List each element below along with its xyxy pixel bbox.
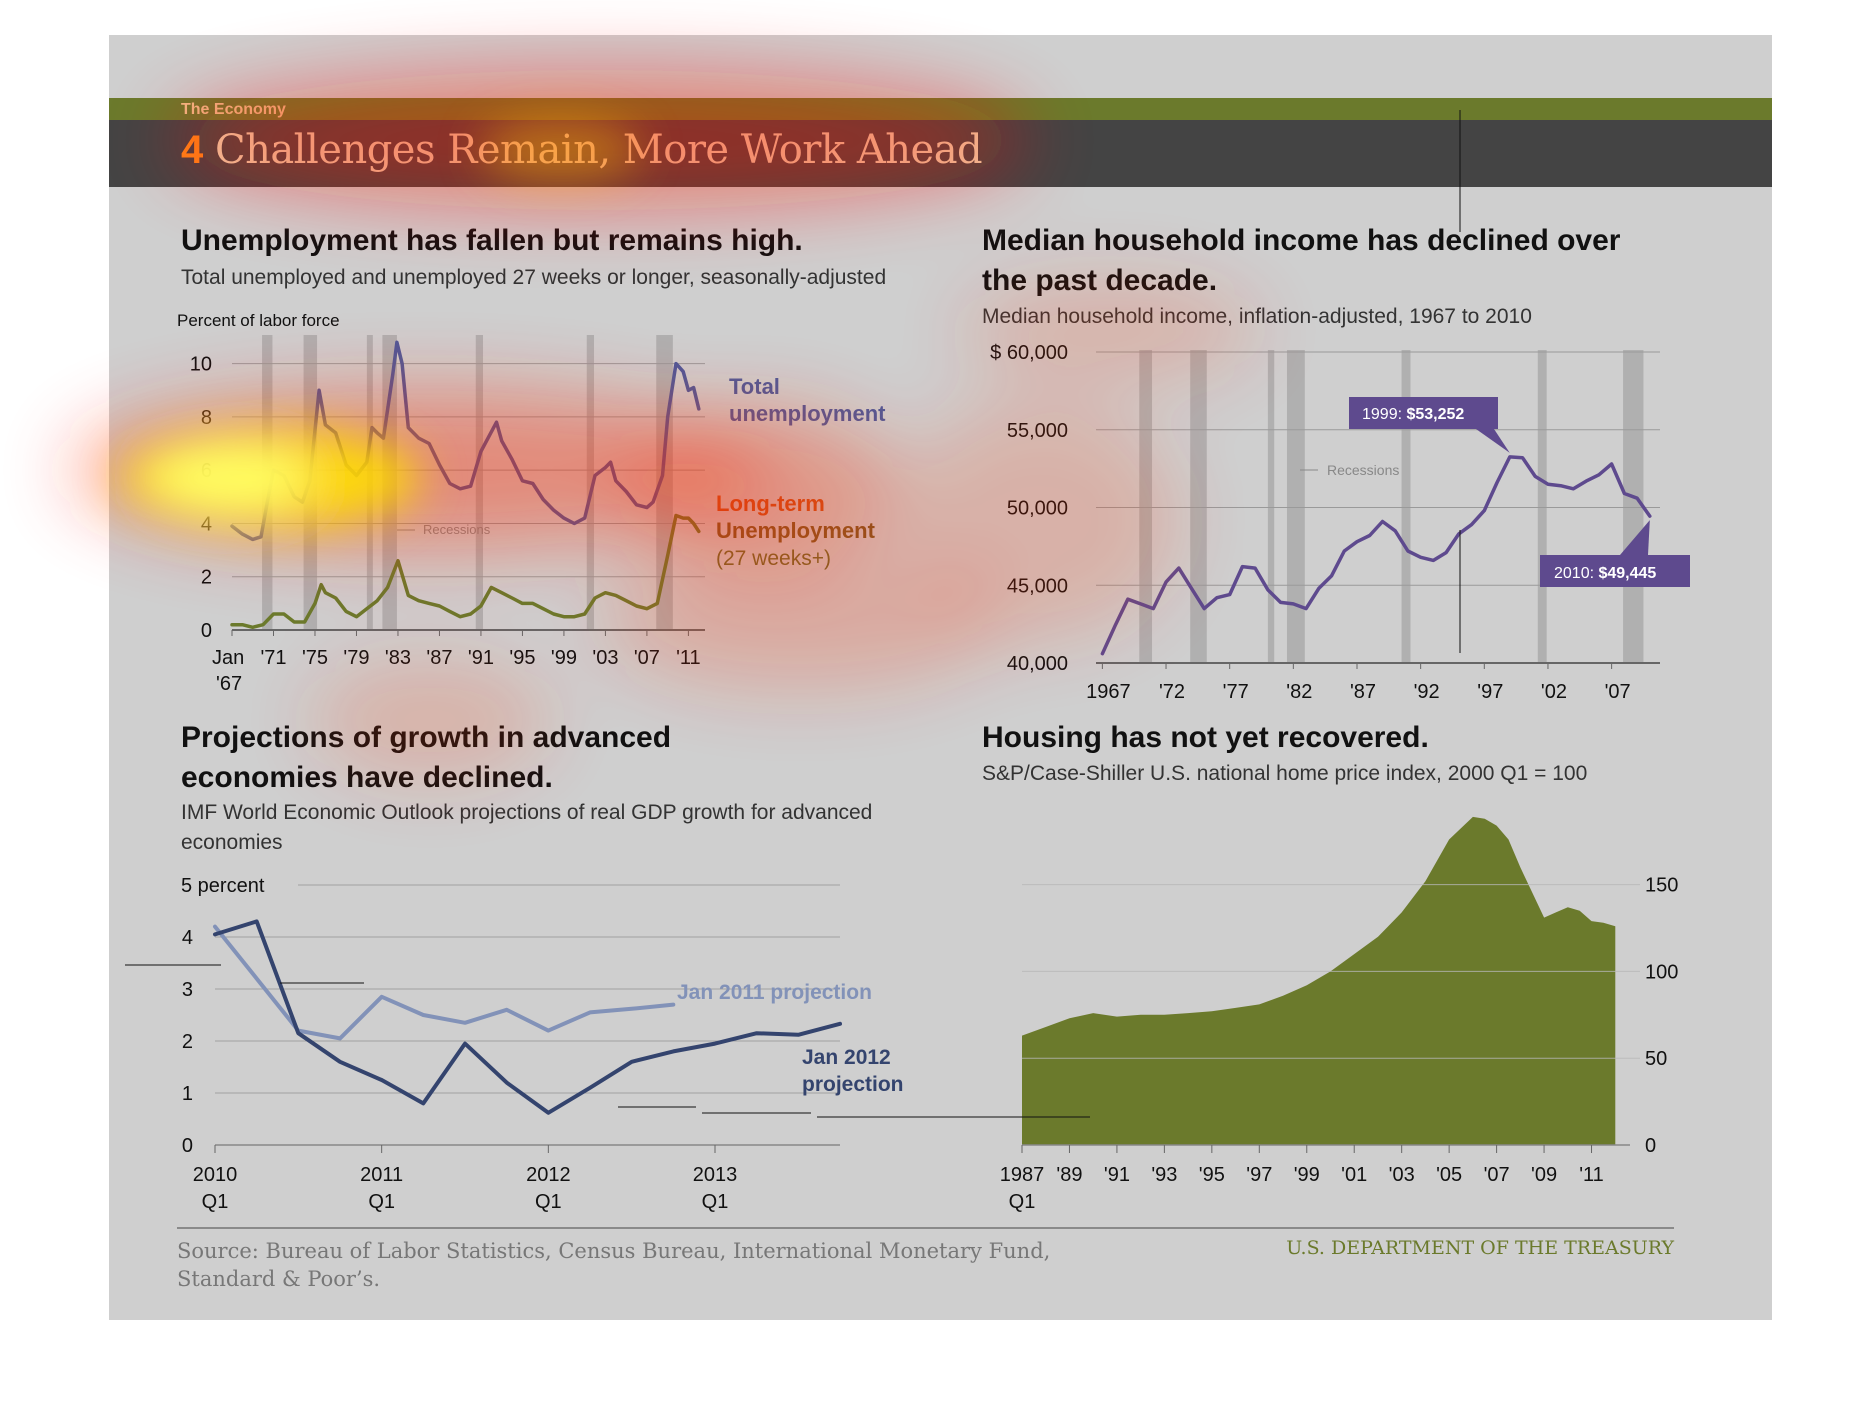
jan-2011-projection-label: Jan 2011 projection [677, 981, 872, 1004]
housing-y-tick-label: 50 [1645, 1048, 1667, 1070]
growth-y-tick-label: 0 [182, 1135, 193, 1157]
growth-x-tick-label: 2011 [360, 1164, 403, 1186]
income-x-tick-label: '87 [1350, 681, 1376, 703]
jan-2012-projection-label: Jan 2012 [802, 1046, 891, 1069]
growth-x-tick-label: Q1 [702, 1191, 729, 1213]
growth-panel-subtitle-line2: economies [181, 831, 283, 854]
income-x-tick-label: '82 [1286, 681, 1312, 703]
housing-x-tick-label: '01 [1341, 1164, 1367, 1186]
housing-x-tick-label: '95 [1199, 1164, 1225, 1186]
income-recession-bar [1267, 350, 1275, 663]
jan-2012-projection-line [213, 919, 842, 1115]
income-x-tick-label: '97 [1477, 681, 1503, 703]
income-x-tick-label: '72 [1159, 681, 1185, 703]
housing-x-tick-label: '09 [1531, 1164, 1557, 1186]
footer-rule [177, 1227, 1674, 1229]
source-line-2: Standard & Poor’s. [177, 1267, 381, 1291]
income-x-tick-label: '02 [1541, 681, 1567, 703]
income-recession-bar [1401, 350, 1411, 663]
unemployment-y-tick-label: 10 [190, 354, 212, 376]
callout-2010-box [1540, 555, 1690, 587]
unemployment-y-tick-label: 0 [201, 620, 212, 642]
income-recession-bar [1537, 350, 1547, 663]
callout-1999-box [1349, 397, 1498, 429]
income-x-tick-label: '92 [1414, 681, 1440, 703]
unemployment-x-tick-label: '71 [260, 647, 286, 669]
housing-y-tick-label: 100 [1645, 961, 1678, 983]
housing-panel-title: Housing has not yet recovered. [982, 721, 1429, 754]
unemployment-panel-title: Unemployment has fallen but remains high… [181, 224, 803, 257]
growth-x-tick-label: Q1 [368, 1191, 395, 1213]
housing-x-tick-label: '05 [1436, 1164, 1462, 1186]
unemployment-y-axis-label: Percent of labor force [177, 311, 340, 330]
unemployment-panel-subtitle: Total unemployed and unemployed 27 weeks… [181, 266, 887, 289]
income-recessions-legend-label: Recessions [1327, 462, 1399, 478]
housing-x-tick-label: Q1 [1009, 1191, 1036, 1213]
source-line-1: Source: Bureau of Labor Statistics, Cens… [177, 1239, 1051, 1263]
growth-x-tick-label: 2012 [526, 1164, 571, 1186]
housing-x-tick-label: 1987 [1000, 1164, 1045, 1186]
income-x-tick-label: '77 [1223, 681, 1249, 703]
growth-x-tick-label: Q1 [202, 1191, 229, 1213]
growth-y-tick-label: 1 [182, 1083, 193, 1105]
growth-y-tick-label: 3 [182, 979, 193, 1001]
jan-2012-projection-label: projection [802, 1073, 904, 1096]
housing-x-tick-label: '97 [1246, 1164, 1272, 1186]
growth-panel-subtitle-line1: IMF World Economic Outlook projections o… [181, 801, 873, 824]
growth-y-tick-label: 2 [182, 1031, 193, 1053]
callout-2010-label: 2010: $49,445 [1554, 565, 1656, 582]
housing-x-tick-label: '89 [1056, 1164, 1082, 1186]
housing-x-tick-label: '99 [1294, 1164, 1320, 1186]
growth-y-tick-label: 4 [182, 927, 193, 949]
callout-1999-pointer [1476, 429, 1510, 453]
unemployment-x-tick-label: '99 [551, 647, 577, 669]
housing-x-tick-label: '91 [1104, 1164, 1130, 1186]
income-x-tick-label: '07 [1605, 681, 1631, 703]
source-note: Source: Bureau of Labor Statistics, Cens… [177, 1237, 1127, 1293]
housing-x-tick-label: '11 [1579, 1164, 1604, 1186]
housing-x-tick-label: '93 [1151, 1164, 1177, 1186]
unemployment-x-tick-label: '67 [216, 673, 242, 695]
jan-2011-projection-line [213, 924, 676, 1041]
housing-y-tick-label: 150 [1645, 875, 1678, 897]
income-x-tick-label: 1967 [1086, 681, 1131, 703]
income-panel-title-line1: Median household income has declined ove… [982, 224, 1621, 257]
housing-x-tick-label: '07 [1484, 1164, 1510, 1186]
housing-price-area [1022, 816, 1616, 1145]
housing-panel-subtitle: S&P/Case-Shiller U.S. national home pric… [982, 762, 1588, 785]
housing-x-tick-label: '03 [1389, 1164, 1415, 1186]
agency-logo-text: U.S. DEPARTMENT OF THE TREASURY [1286, 1237, 1674, 1259]
income-series-line [1100, 455, 1652, 656]
growth-x-tick-label: Q1 [535, 1191, 562, 1213]
growth-x-tick-label: 2013 [693, 1164, 738, 1186]
housing-y-tick-label: 0 [1645, 1135, 1656, 1157]
income-y-tick-label: 40,000 [1007, 653, 1068, 675]
unemployment-y-tick-label: 2 [201, 567, 212, 589]
unemployment-x-tick-label: Jan [212, 647, 244, 669]
callout-1999-label: 1999: $53,252 [1362, 406, 1464, 423]
growth-y-tick-label: 5 percent [181, 875, 265, 897]
growth-x-tick-label: 2010 [193, 1164, 238, 1186]
callout-2010-pointer [1620, 520, 1650, 555]
